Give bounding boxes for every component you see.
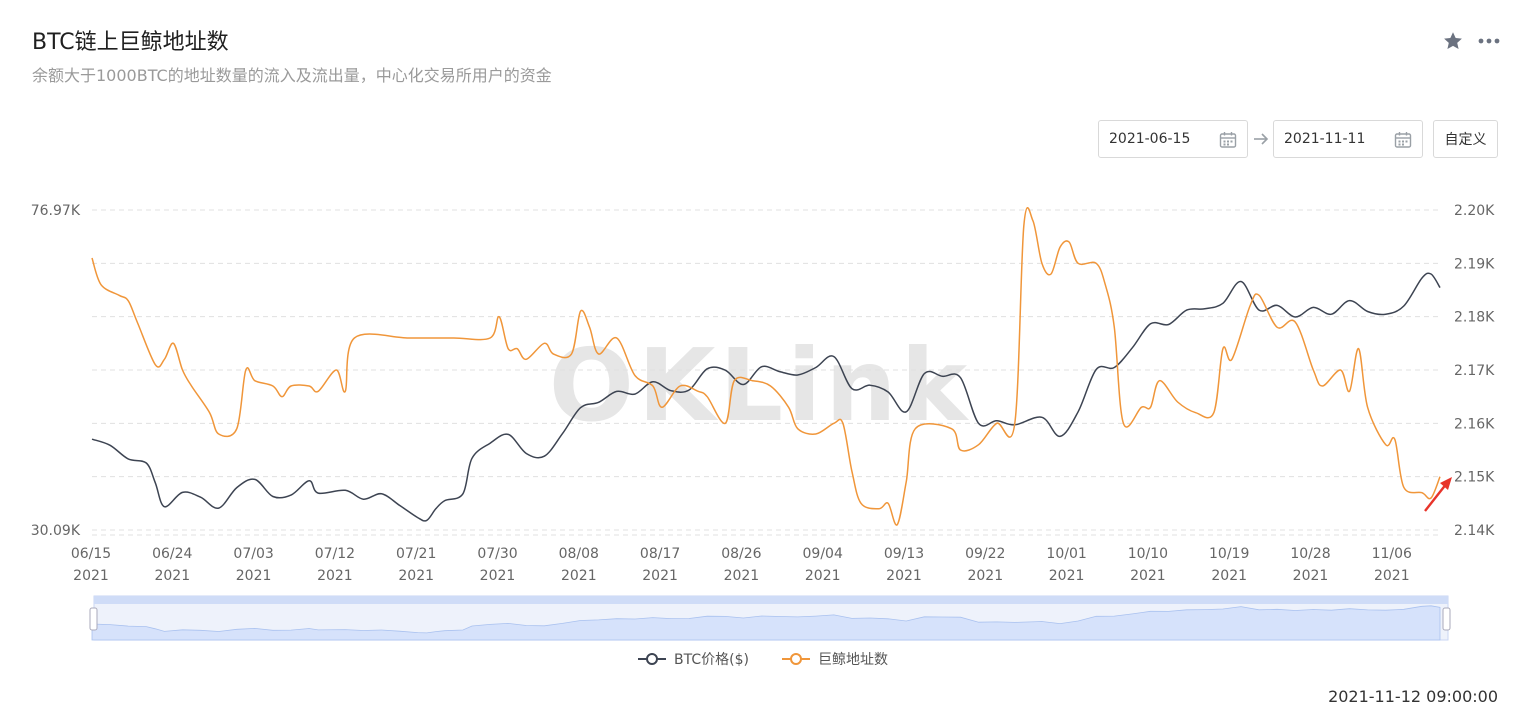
chart-area[interactable]: OKLink 76.97K 30.09K 2.20K 2.19K 2.18K 2.17K…	[0, 100, 1518, 700]
x-tick-year: 2021	[1374, 568, 1410, 584]
x-tick-year: 2021	[154, 568, 190, 584]
x-tick-year: 2021	[398, 568, 434, 584]
zoom-slider-right-handle	[1442, 607, 1451, 631]
end-date-value: 2021-11-11	[1284, 131, 1366, 147]
y-right-tick-label: 2.16K	[1454, 416, 1495, 432]
y-right-tick-label: 2.17K	[1454, 363, 1495, 379]
x-tick-label: 10/10	[1128, 546, 1168, 562]
y-left-tick-label: 76.97K	[31, 203, 81, 219]
x-tick-label: 08/17	[640, 546, 680, 562]
chart-legend: BTC价格($) 巨鲸地址数	[638, 652, 888, 668]
series-line-whale-count	[91, 207, 1441, 526]
x-tick-label: 09/04	[803, 546, 843, 562]
end-date-picker[interactable]: 2021-11-11	[1273, 120, 1423, 158]
series-lines	[91, 207, 1441, 526]
start-date-value: 2021-06-15	[1109, 131, 1191, 147]
y-right-tick-label: 2.18K	[1454, 310, 1495, 326]
x-tick-year: 2021	[317, 568, 353, 584]
x-tick-year: 2021	[642, 568, 678, 584]
top-actions	[1442, 30, 1500, 52]
x-tick-label: 09/22	[965, 546, 1005, 562]
legend-marker	[790, 653, 802, 665]
y-left-tick-label: 30.09K	[31, 523, 81, 539]
x-tick-label: 08/08	[559, 546, 599, 562]
custom-range-button[interactable]: 自定义	[1433, 120, 1498, 158]
zoom-slider-preview	[91, 605, 1441, 641]
more-icon[interactable]	[1478, 37, 1500, 45]
watermark: OKLink	[549, 327, 971, 444]
x-tick-label: 10/28	[1290, 546, 1330, 562]
x-tick-label: 07/30	[477, 546, 517, 562]
y-right-tick-label: 2.14K	[1454, 523, 1495, 539]
y-right-axis: 2.20K 2.19K 2.18K 2.17K 2.16K 2.15K 2.14K	[1454, 203, 1495, 539]
red-arrow-icon	[1424, 477, 1452, 512]
y-left-axis: 76.97K 30.09K	[31, 203, 81, 539]
x-tick-year: 2021	[967, 568, 1003, 584]
x-tick-label: 11/06	[1372, 546, 1412, 562]
x-axis: 06/15 2021 06/24 2021 07/03 2021 07/12 2021 07/2…	[71, 546, 1412, 584]
x-tick-year: 2021	[805, 568, 841, 584]
x-tick-label: 07/03	[233, 546, 273, 562]
y-right-tick-label: 2.20K	[1454, 203, 1495, 219]
x-tick-label: 06/24	[152, 546, 192, 562]
zoom-slider[interactable]	[89, 595, 1451, 641]
zoom-slider-left-handle	[89, 607, 98, 631]
x-tick-year: 2021	[886, 568, 922, 584]
x-tick-year: 2021	[480, 568, 516, 584]
x-tick-year: 2021	[1293, 568, 1329, 584]
legend-label: 巨鲸地址数	[818, 652, 888, 668]
x-tick-label: 09/13	[884, 546, 924, 562]
last-updated-timestamp: 2021-11-12 09:00:00	[1328, 687, 1498, 706]
zoom-slider-handle-bar	[94, 596, 1448, 604]
calendar-icon	[1219, 131, 1237, 153]
x-tick-label: 08/26	[721, 546, 761, 562]
page-title: BTC链上巨鲸地址数	[32, 30, 229, 55]
start-date-picker[interactable]: 2021-06-15	[1098, 120, 1248, 158]
legend-label: BTC价格($)	[674, 652, 749, 668]
x-tick-label: 07/21	[396, 546, 436, 562]
page-subtitle: 余额大于1000BTC的地址数量的流入及流出量，中心化交易所用户的资金	[32, 66, 552, 85]
star-icon[interactable]	[1442, 30, 1464, 52]
x-tick-label: 10/19	[1209, 546, 1249, 562]
x-tick-label: 07/12	[315, 546, 355, 562]
y-right-tick-label: 2.15K	[1454, 470, 1495, 486]
x-tick-year: 2021	[73, 568, 109, 584]
x-tick-year: 2021	[724, 568, 760, 584]
x-tick-year: 2021	[236, 568, 272, 584]
legend-marker	[646, 653, 658, 665]
x-tick-label: 06/15	[71, 546, 111, 562]
calendar-icon	[1394, 131, 1412, 153]
x-tick-year: 2021	[1130, 568, 1166, 584]
x-tick-year: 2021	[1211, 568, 1247, 584]
x-tick-label: 10/01	[1046, 546, 1086, 562]
y-right-tick-label: 2.19K	[1454, 256, 1495, 272]
x-tick-year: 2021	[1049, 568, 1085, 584]
series-line-btc-price	[91, 272, 1441, 522]
arrow-right-icon	[1252, 130, 1270, 152]
x-tick-year: 2021	[561, 568, 597, 584]
